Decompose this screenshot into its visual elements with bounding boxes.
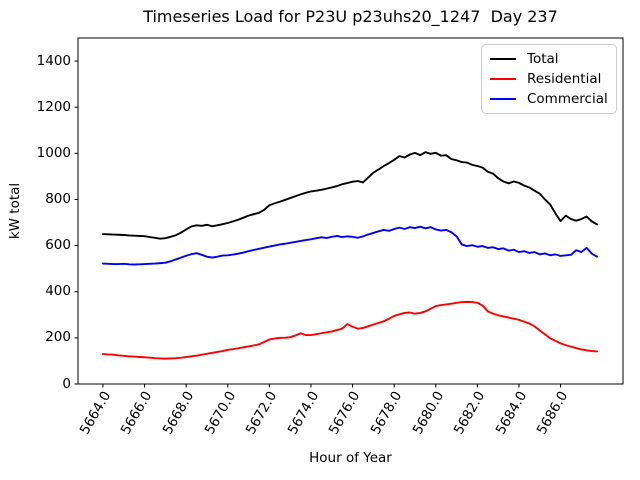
- series-line-residential: [102, 300, 598, 360]
- legend-line-icon: [490, 78, 516, 80]
- axes-frame: [77, 37, 624, 385]
- series-line-total: [102, 151, 598, 240]
- legend-item: Residential: [482, 69, 616, 89]
- y-tick-label: 1000: [36, 144, 71, 161]
- legend-line-icon: [490, 98, 516, 100]
- series-line-commercial: [102, 225, 598, 266]
- y-tick-label: 1400: [36, 52, 71, 69]
- legend-label: Residential: [527, 71, 602, 87]
- legend: Total Residential Commercial: [481, 44, 617, 114]
- y-tick-label: 400: [45, 283, 71, 300]
- chart-title: Timeseries Load for P23U p23uhs20_1247 D…: [143, 7, 558, 26]
- legend-label: Total: [527, 51, 559, 67]
- x-axis-label: Hour of Year: [309, 450, 392, 466]
- legend-item: Total: [482, 49, 616, 69]
- y-tick-label: 600: [45, 237, 71, 254]
- legend-line-icon: [490, 58, 516, 60]
- y-tick-label: 200: [45, 329, 71, 346]
- y-tick-label: 0: [62, 375, 71, 392]
- y-tick-label: 1200: [36, 98, 71, 115]
- y-tick-label: 800: [45, 190, 71, 207]
- legend-item: Commercial: [482, 89, 616, 109]
- legend-label: Commercial: [527, 91, 608, 107]
